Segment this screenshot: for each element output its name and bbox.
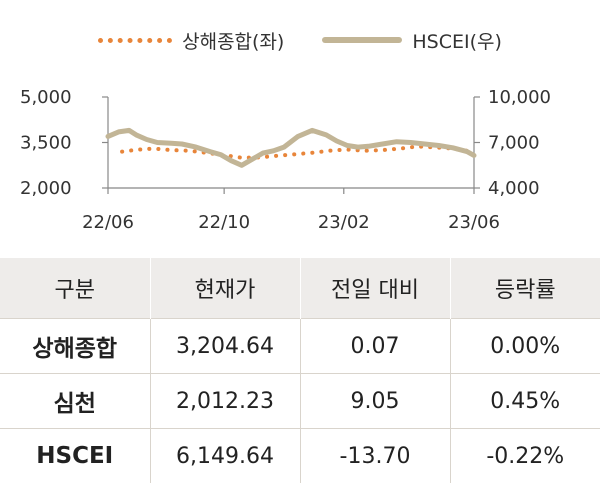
line-chart: 5,000 3,500 2,000 10,000 7,000 4,000 22/06 22/1… [0, 0, 600, 250]
right-y-tick-label: 7,000 [488, 133, 540, 154]
right-y-tick-label: 4,000 [488, 178, 540, 199]
cell-current-price: 2,012.23 [150, 374, 300, 429]
x-tick-label: 23/06 [448, 212, 500, 233]
table-header-row: 구분 현재가 전일 대비 등락률 [0, 258, 600, 319]
cell-change-rate: 0.45% [450, 374, 600, 429]
header-change-rate: 등락률 [450, 258, 600, 319]
x-tick-label: 22/06 [82, 212, 134, 233]
cell-current-price: 3,204.64 [150, 319, 300, 374]
cell-change: 9.05 [300, 374, 450, 429]
row-name: 상해종합 [0, 319, 150, 374]
table-row: 심천 2,012.23 9.05 0.45% [0, 374, 600, 429]
header-current-price: 현재가 [150, 258, 300, 319]
cell-change: -13.70 [300, 429, 450, 483]
left-y-tick-label: 5,000 [20, 87, 72, 108]
left-y-tick-label: 3,500 [20, 133, 72, 154]
header-change: 전일 대비 [300, 258, 450, 319]
header-category: 구분 [0, 258, 150, 319]
x-tick-label: 23/02 [318, 212, 370, 233]
series-line-hscei [108, 130, 474, 165]
index-table: 구분 현재가 전일 대비 등락률 상해종합 3,204.64 0.07 0.00… [0, 258, 600, 483]
cell-current-price: 6,149.64 [150, 429, 300, 483]
cell-change: 0.07 [300, 319, 450, 374]
row-name: 심천 [0, 374, 150, 429]
cell-change-rate: 0.00% [450, 319, 600, 374]
right-y-tick-label: 10,000 [488, 87, 551, 108]
row-name: HSCEI [0, 429, 150, 483]
table-row: HSCEI 6,149.64 -13.70 -0.22% [0, 429, 600, 483]
x-tick-label: 22/10 [198, 212, 250, 233]
left-y-tick-label: 2,000 [20, 178, 72, 199]
cell-change-rate: -0.22% [450, 429, 600, 483]
series-line-shanghai [122, 146, 470, 157]
table-row: 상해종합 3,204.64 0.07 0.00% [0, 319, 600, 374]
